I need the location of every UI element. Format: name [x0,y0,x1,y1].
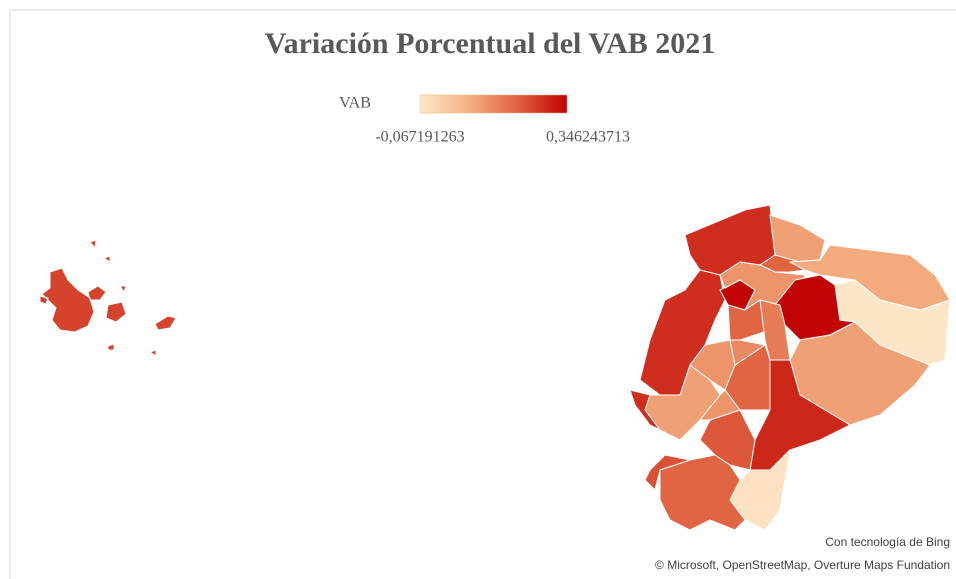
legend-min: -0,067191263 [375,129,464,146]
regions [39,204,951,531]
chart-title: Variación Porcentual del VAB 2021 [265,27,716,60]
credit: Con tecnología de Bing [825,535,950,549]
region [699,389,741,421]
legend-bar [419,94,568,114]
region [644,454,691,491]
region [729,339,766,366]
region [629,389,661,431]
region [699,409,756,471]
region [759,299,791,361]
credit: © Microsoft, OpenStreetMap, Overture Map… [655,558,950,572]
legend-max: 0,346243713 [546,129,630,146]
legend-title: VAB [339,95,371,112]
region [769,214,826,263]
region [39,239,177,357]
